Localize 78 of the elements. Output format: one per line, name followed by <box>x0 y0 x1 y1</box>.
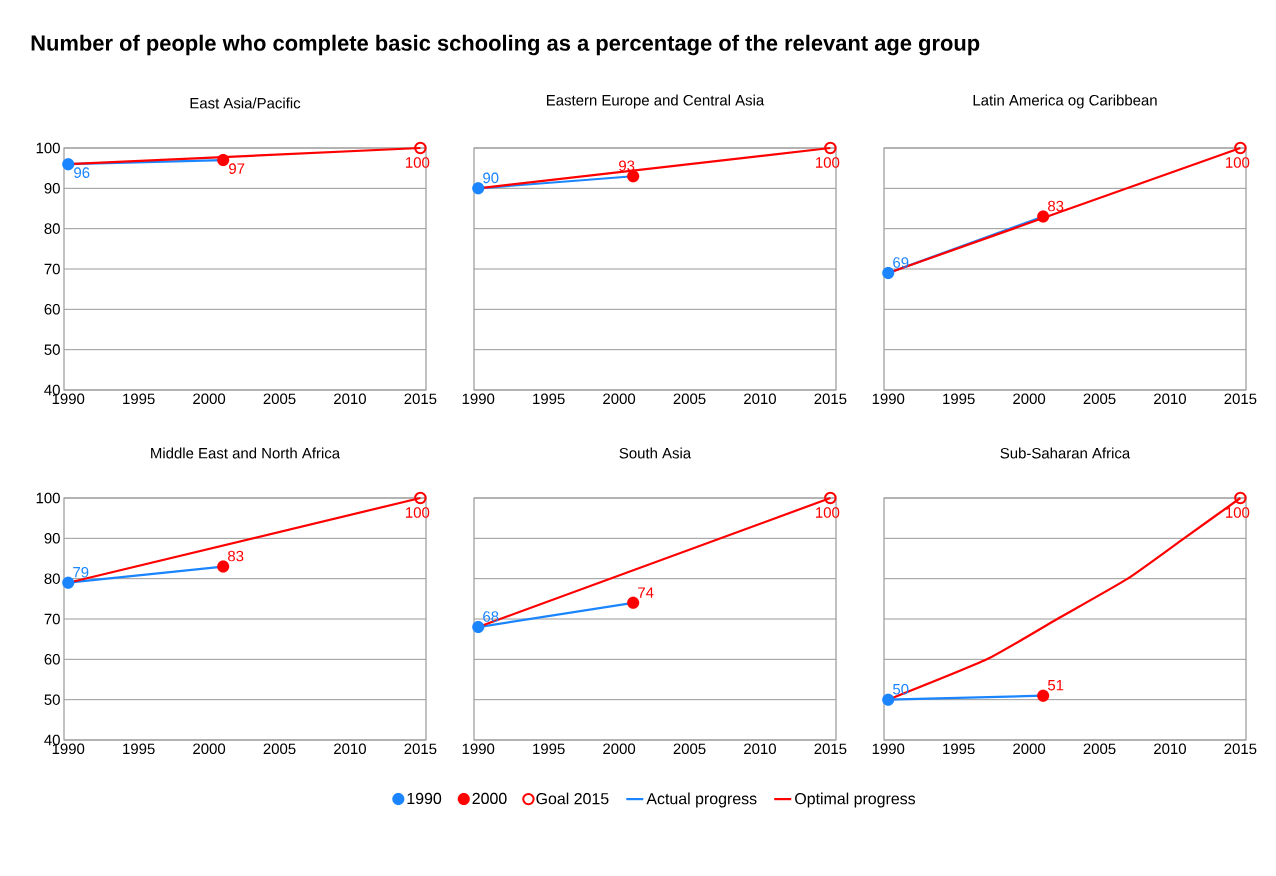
chart-title: Sub-Saharan Africa <box>1000 447 1131 459</box>
x-tick-label: 1995 <box>123 743 155 755</box>
legend-label: Goal 2015 <box>536 792 609 805</box>
x-tick-label: 2000 <box>1013 743 1046 755</box>
y-tick-label: 50 <box>44 344 60 355</box>
x-tick-label: 1990 <box>872 393 905 405</box>
x-tick-label: 2015 <box>814 743 847 755</box>
data-label: 100 <box>816 507 840 518</box>
y-tick-label: 80 <box>44 573 60 584</box>
data-label: 100 <box>1226 157 1250 168</box>
data-label: 51 <box>1047 680 1064 691</box>
x-tick-label: 2010 <box>334 743 366 755</box>
x-tick-label: 2015 <box>1224 743 1257 755</box>
x-tick-label: 2000 <box>603 393 636 405</box>
text: Number of people who complete basic schooling as a percentage of the relevant age group <box>31 34 980 56</box>
x-tick-label: 2005 <box>673 393 706 405</box>
data-label: 83 <box>228 550 244 562</box>
y-tick-label: 100 <box>36 492 60 504</box>
point <box>217 560 230 573</box>
x-tick-label: 2015 <box>404 743 437 755</box>
x-tick-label: 2015 <box>1224 393 1257 405</box>
data-label: 97 <box>229 163 245 174</box>
y-tick-label: 50 <box>44 694 60 705</box>
data-label: 100 <box>1226 507 1250 518</box>
y-tick-label: 60 <box>44 654 60 665</box>
x-tick-label: 2010 <box>1154 393 1186 405</box>
x-tick-label: 2015 <box>404 393 437 405</box>
chart-title: Middle East and North Africa <box>151 447 341 459</box>
legend-label: 2000 <box>472 792 507 805</box>
data-label: 68 <box>483 611 499 622</box>
y-tick-label: 70 <box>44 613 60 625</box>
data-label: 50 <box>893 683 909 695</box>
data-label: 79 <box>73 566 89 578</box>
y-tick-label: 90 <box>44 533 60 544</box>
x-tick-label: 2005 <box>673 743 706 755</box>
x-tick-label: 2000 <box>193 743 226 755</box>
y-tick-label: 70 <box>44 263 60 275</box>
chart-title: Latin America og Caribbean <box>973 94 1157 109</box>
point <box>62 576 75 589</box>
x-tick-label: 1995 <box>123 393 155 405</box>
x-tick-label: 2010 <box>744 743 776 755</box>
x-tick-label: 2000 <box>193 393 226 405</box>
y-tick-label: 80 <box>44 223 60 234</box>
point <box>414 491 427 505</box>
data-label: 69 <box>893 257 909 268</box>
x-tick-label: 2015 <box>814 393 847 405</box>
data-label: 96 <box>74 167 90 178</box>
data-label: 100 <box>406 157 430 168</box>
x-tick-label: 2005 <box>1083 743 1116 755</box>
x-tick-label: 2010 <box>744 393 776 405</box>
legend-label: 1990 <box>407 792 442 805</box>
y-tick-label: 90 <box>44 183 60 194</box>
x-tick-label: 2010 <box>334 393 366 405</box>
chart-title: South Asia <box>619 447 692 459</box>
x-tick-label: 1990 <box>462 743 495 755</box>
data-label: 74 <box>638 587 654 598</box>
x-tick-label: 2005 <box>1083 393 1116 405</box>
x-tick-label: 1995 <box>533 393 565 405</box>
x-tick-label: 2005 <box>263 393 296 405</box>
x-tick-label: 1995 <box>943 393 975 405</box>
data-label: 83 <box>1048 200 1064 212</box>
x-tick-label: 1990 <box>872 743 905 755</box>
legend-label: Actual progress <box>646 792 757 808</box>
x-tick-label: 2000 <box>603 743 636 755</box>
chart-title: East Asia/Pacific <box>190 97 301 109</box>
x-tick-label: 1995 <box>533 743 565 755</box>
chart-title: Eastern Europe and Central Asia <box>546 94 765 109</box>
x-tick-label: 1990 <box>462 393 495 405</box>
x-tick-label: 2005 <box>263 743 296 755</box>
y-tick-label: 60 <box>44 304 60 315</box>
x-tick-label: 2010 <box>1154 743 1186 755</box>
x-tick-label: 1995 <box>943 743 975 755</box>
data-label: 90 <box>483 172 499 184</box>
legend-label: Optimal progress <box>795 792 916 808</box>
data-label: 100 <box>816 157 840 168</box>
x-tick-label: 2000 <box>1013 393 1046 405</box>
y-tick-label: 100 <box>36 142 60 154</box>
data-label: 100 <box>406 507 430 518</box>
